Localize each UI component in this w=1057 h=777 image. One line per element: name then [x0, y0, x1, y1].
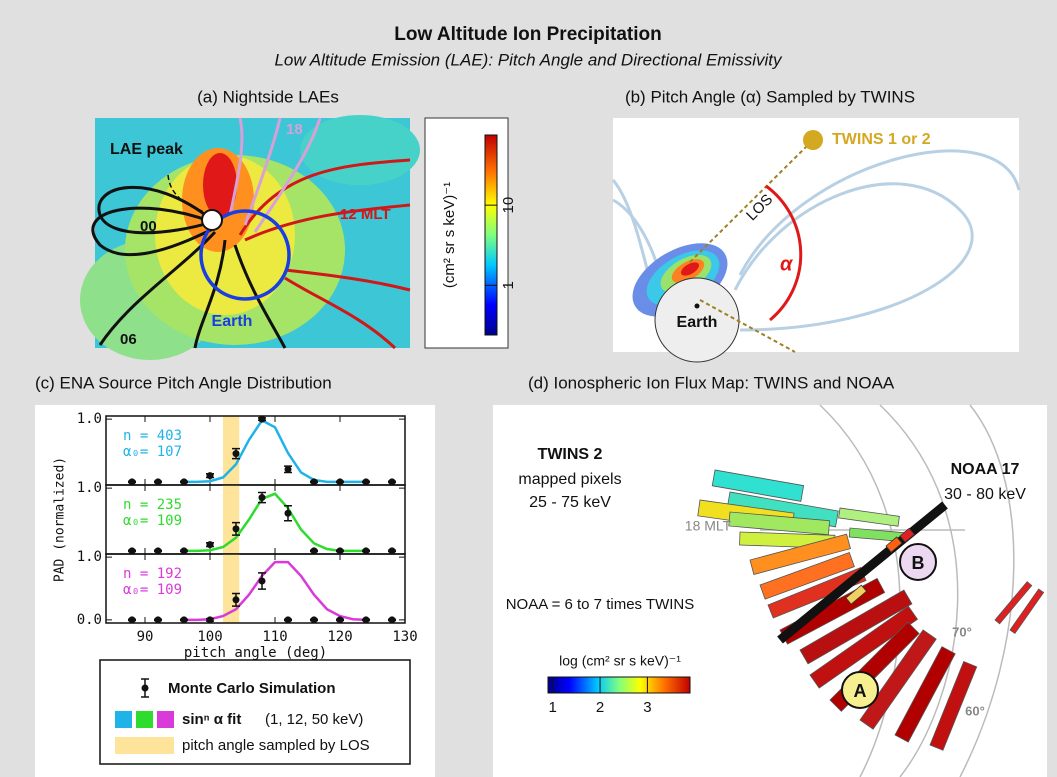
data-point	[233, 450, 240, 457]
data-point	[207, 472, 214, 479]
label: 18	[286, 121, 303, 138]
data-point	[311, 616, 318, 623]
data-point	[259, 416, 266, 423]
annotation: n = 235	[123, 497, 182, 513]
label: 12 MLT	[340, 206, 391, 223]
legend-swatch	[157, 711, 174, 728]
y-tick-label: 1.0	[77, 480, 102, 496]
label: 18 MLT	[685, 518, 732, 534]
label: B	[912, 553, 925, 573]
x-tick-label: 90	[137, 629, 154, 645]
subtitle: Low Altitude Emission (LAE): Pitch Angle…	[274, 50, 783, 69]
legend-swatch	[115, 711, 132, 728]
data-point	[337, 616, 344, 623]
label: 06	[120, 331, 137, 348]
data-point	[207, 541, 214, 548]
colorbar	[485, 135, 497, 335]
label: Earth	[212, 313, 253, 330]
data-point	[129, 616, 136, 623]
data-point	[233, 525, 240, 532]
data-point	[363, 616, 370, 623]
annotation: α₀= 109	[123, 513, 182, 529]
colorbar-label: log (cm² sr s keV)⁻¹	[559, 653, 681, 669]
legend-label: pitch angle sampled by LOS	[182, 737, 370, 754]
legend-label: Monte Carlo Simulation	[168, 680, 336, 697]
colorbar-tick-label: 10	[500, 197, 517, 214]
colorbar-label: (cm² sr s keV)⁻¹	[441, 182, 458, 288]
label: NOAA = 6 to 7 times TWINS	[506, 596, 695, 613]
panel-title: (a) Nightside LAEs	[197, 87, 339, 106]
x-tick-label: 100	[197, 629, 222, 645]
data-point	[285, 510, 292, 517]
label: 70°	[952, 624, 972, 639]
colorbar-tick-label: 3	[643, 699, 651, 716]
x-axis-label: pitch angle (deg)	[184, 645, 327, 661]
earth-center	[695, 304, 700, 309]
annotation: n = 192	[123, 566, 182, 582]
y-tick-label: 0.0	[77, 612, 102, 628]
legend-swatch	[115, 737, 174, 754]
figure: Low Altitude Ion Precipitation Low Altit…	[0, 0, 1057, 777]
data-point	[259, 577, 266, 584]
data-point	[155, 616, 162, 623]
label: NOAA 17	[951, 461, 1020, 478]
y-tick-label: 1.0	[77, 411, 102, 427]
annotation: α₀= 109	[123, 582, 182, 598]
y-axis-label: PAD (normalized)	[53, 457, 68, 582]
label: TWINS 1 or 2	[832, 131, 931, 148]
title: Low Altitude Ion Precipitation	[394, 24, 661, 45]
colorbar-tick-label: 1	[549, 699, 557, 716]
label: LAE peak	[110, 141, 183, 158]
x-tick-label: 130	[392, 629, 417, 645]
label: Earth	[677, 314, 718, 331]
panel-title: (b) Pitch Angle (α) Sampled by TWINS	[625, 87, 915, 106]
data-point	[181, 616, 188, 623]
y-tick-label: 1.0	[77, 549, 102, 565]
legend-symbol	[142, 685, 149, 692]
legend-swatch	[136, 711, 153, 728]
x-tick-label: 110	[262, 629, 287, 645]
label: A	[854, 681, 867, 701]
annotation: n = 403	[123, 428, 182, 444]
label: 25 - 75 keV	[529, 494, 611, 511]
lae-peak-marker	[202, 210, 222, 230]
colorbar-tick-label: 2	[596, 699, 604, 716]
panel-title: (c) ENA Source Pitch Angle Distribution	[35, 373, 332, 392]
annotation: α₀= 107	[123, 444, 182, 460]
label: 30 - 80 keV	[944, 486, 1026, 503]
data-point	[233, 596, 240, 603]
twins-satellite	[803, 130, 823, 150]
legend-label: sinⁿ α fit	[182, 711, 241, 728]
label: TWINS 2	[538, 446, 603, 463]
panel-title: (d) Ionospheric Ion Flux Map: TWINS and …	[528, 373, 895, 392]
data-point	[389, 616, 396, 623]
data-point	[259, 494, 266, 501]
label: 60°	[965, 703, 985, 718]
x-tick-label: 120	[327, 629, 352, 645]
data-point	[207, 616, 214, 623]
data-point	[285, 466, 292, 473]
page: Low Altitude Ion Precipitation Low Altit…	[0, 0, 1057, 777]
colorbar	[548, 677, 690, 693]
label: 00	[140, 218, 157, 235]
legend-label: (1, 12, 50 keV)	[265, 711, 363, 728]
colorbar-tick-label: 1	[500, 281, 517, 289]
label: mapped pixels	[518, 471, 621, 488]
highlight-band	[223, 485, 239, 554]
data-point	[285, 616, 292, 623]
label: α	[780, 253, 794, 275]
